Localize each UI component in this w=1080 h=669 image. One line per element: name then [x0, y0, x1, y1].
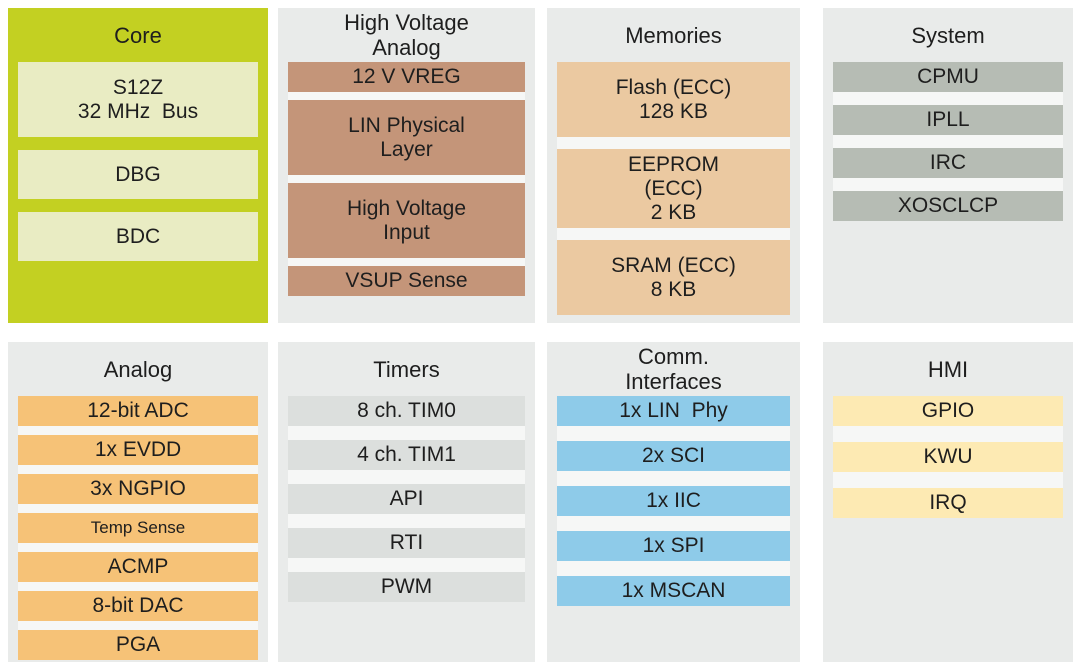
panel-title-analog: Analog	[103, 356, 173, 382]
block-pwm: PWM	[288, 572, 525, 602]
panel-items-comm-interfaces: 1x LIN Phy 2x SCI 1x IIC 1x SPI 1x MSCAN	[557, 396, 790, 606]
panel-system: System CPMU IPLL IRC XOSCLCP	[823, 8, 1073, 323]
block-api: API	[288, 484, 525, 514]
block-irc: IRC	[833, 148, 1063, 178]
panel-row-top: Core S12Z 32 MHz Bus DBG BDC High Voltage An…	[0, 8, 1080, 323]
block-8-bit-dac: 8-bit DAC	[18, 591, 258, 621]
block-acmp: ACMP	[18, 552, 258, 582]
panel-items-memories: Flash (ECC) 128 KB EEPROM (ECC) 2 KB SRAM …	[557, 62, 790, 315]
panel-title-timers: Timers	[373, 356, 440, 382]
panel-items-timers: 8 ch. TIM0 4 ch. TIM1 API RTI PWM	[288, 396, 525, 602]
block-4-ch-tim1: 4 ch. TIM1	[288, 440, 525, 470]
block-temp-sense: Temp Sense	[18, 513, 258, 543]
panel-memories: Memories Flash (ECC) 128 KB EEPROM (ECC) 2…	[547, 8, 800, 323]
panel-title-system: System	[911, 22, 985, 48]
panel-analog: Analog 12-bit ADC 1x EVDD 3x NGPIO Temp Sens…	[8, 342, 268, 662]
block-rti: RTI	[288, 528, 525, 558]
panel-high-voltage-analog: High Voltage Analog 12 V VREG LIN Physical…	[278, 8, 535, 323]
block-kwu: KWU	[833, 442, 1063, 472]
block-dbg: DBG	[18, 150, 258, 199]
block-eeprom-ecc-2-kb: EEPROM (ECC) 2 KB	[557, 149, 790, 228]
block-3x-ngpio: 3x NGPIO	[18, 474, 258, 504]
block-12-bit-adc: 12-bit ADC	[18, 396, 258, 426]
block-vsup-sense: VSUP Sense	[288, 266, 525, 296]
block-lin-physical-layer: LIN Physical Layer	[288, 100, 525, 175]
block-flash-ecc-128-kb: Flash (ECC) 128 KB	[557, 62, 790, 137]
panel-items-core: S12Z 32 MHz Bus DBG BDC	[18, 62, 258, 261]
panel-items-system: CPMU IPLL IRC XOSCLCP	[833, 62, 1063, 221]
panel-row-bottom: Analog 12-bit ADC 1x EVDD 3x NGPIO Temp Sens…	[0, 342, 1080, 662]
block-ipll: IPLL	[833, 105, 1063, 135]
block-sram-ecc-8-kb: SRAM (ECC) 8 KB	[557, 240, 790, 315]
block-xosclcp: XOSCLCP	[833, 191, 1063, 221]
panel-title-hmi: HMI	[927, 356, 969, 382]
block-irq: IRQ	[833, 488, 1063, 518]
block-1x-lin-phy: 1x LIN Phy	[557, 396, 790, 426]
panel-core: Core S12Z 32 MHz Bus DBG BDC	[8, 8, 268, 323]
block-1x-iic: 1x IIC	[557, 486, 790, 516]
block-1x-spi: 1x SPI	[557, 531, 790, 561]
block-bdc: BDC	[18, 212, 258, 261]
panel-hmi: HMI GPIO KWU IRQ	[823, 342, 1073, 662]
panel-timers: Timers 8 ch. TIM0 4 ch. TIM1 API RTI PWM	[278, 342, 535, 662]
block-pga: PGA	[18, 630, 258, 660]
block-gpio: GPIO	[833, 396, 1063, 426]
panel-title-memories: Memories	[625, 22, 722, 48]
block-1x-evdd: 1x EVDD	[18, 435, 258, 465]
panel-comm-interfaces: Comm. Interfaces 1x LIN Phy 2x SCI 1x IIC 1x…	[547, 342, 800, 662]
block-1x-mscan: 1x MSCAN	[557, 576, 790, 606]
block-8-ch-tim0: 8 ch. TIM0	[288, 396, 525, 426]
panel-items-high-voltage-analog: 12 V VREG LIN Physical Layer High Voltage …	[288, 62, 525, 296]
panel-items-analog: 12-bit ADC 1x EVDD 3x NGPIO Temp Sense ACMP 8…	[18, 396, 258, 660]
panel-title-core: Core	[114, 22, 162, 48]
panel-title-high-voltage-analog: High Voltage Analog	[344, 10, 469, 60]
block-high-voltage-input: High Voltage Input	[288, 183, 525, 258]
block-s12z-32-mhz-bus: S12Z 32 MHz Bus	[18, 62, 258, 137]
block-cpmu: CPMU	[833, 62, 1063, 92]
block-12-v-vreg: 12 V VREG	[288, 62, 525, 92]
block-2x-sci: 2x SCI	[557, 441, 790, 471]
panel-items-hmi: GPIO KWU IRQ	[833, 396, 1063, 518]
panel-title-comm-interfaces: Comm. Interfaces	[625, 344, 722, 394]
